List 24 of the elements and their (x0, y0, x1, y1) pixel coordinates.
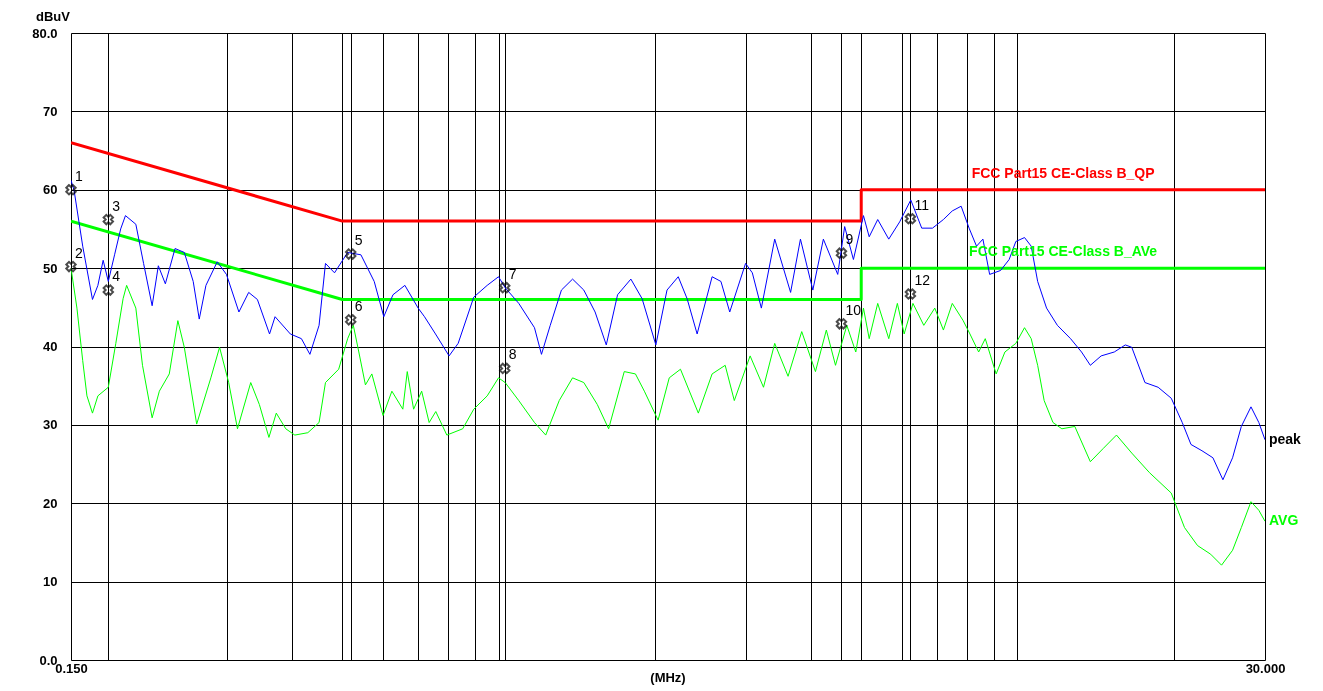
annotation: 3 (112, 197, 121, 214)
series-label: peak (1269, 430, 1302, 447)
annotation: 5 (354, 232, 363, 249)
y-axis-title: dBuV (36, 9, 71, 24)
y-tick-label: 30 (43, 417, 58, 433)
y-tick-label: 50 (43, 260, 58, 276)
annotation: 11 (914, 196, 930, 213)
x-tick-label: 30.000 (1245, 660, 1286, 676)
annotation: 2 (75, 244, 83, 261)
y-tick-label: 10 (43, 574, 58, 590)
y-tick-label: 70 (43, 103, 58, 119)
annotation: 10 (845, 301, 862, 318)
series-label: AVG (1269, 512, 1299, 529)
y-tick-label: 80.0 (32, 25, 58, 41)
annotation: 6 (354, 297, 363, 314)
y-tick-label: 40 (43, 339, 58, 354)
annotation: 8 (508, 346, 517, 363)
annotation: 7 (508, 265, 517, 282)
annotation: 1 (75, 167, 83, 184)
y-tick-label: 60 (43, 182, 58, 198)
annotation: 12 (914, 271, 931, 288)
x-axis-title: (MHz) (650, 670, 686, 685)
annotation: 4 (112, 268, 121, 285)
y-tick-label: 20 (43, 495, 58, 511)
